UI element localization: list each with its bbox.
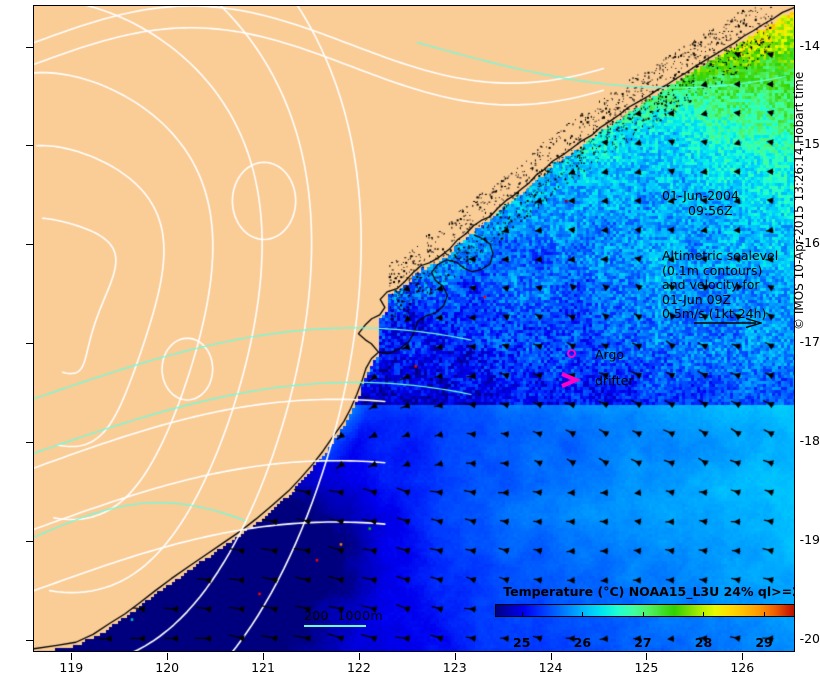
colorbar-tick-label: 25 [513,635,531,650]
y-tick [26,145,33,147]
y-tick [26,541,33,543]
x-tick-label: 121 [251,660,275,675]
velocity-reference-arrow [694,318,762,328]
date-stamp: 01-Jun-2004 09:56Z [662,188,739,218]
legend-label-argo: Argo [595,347,625,362]
y-tick-label: -18 [799,433,820,449]
colorbar: Temperature (°C) NOAA15_L3U 24% ql>=2 25… [478,584,795,650]
contour-and-vector-overlay [34,6,794,651]
colorbar-title: Temperature (°C) NOAA15_L3U 24% ql>=2 [503,584,795,599]
x-tick [167,653,169,660]
x-tick-label: 119 [59,660,84,675]
date-stamp-date: 01-Jun-2004 [662,188,739,203]
y-tick-label: -17 [799,334,820,350]
colorbar-tick-label: 28 [694,635,713,650]
altimetry-note: Altimetric sealevel (0.1m contours) and … [662,248,779,321]
x-tick-label: 122 [346,660,371,675]
map-plot-area[interactable]: 01-Jun-2004 09:56Z Altimetric sealevel (… [33,5,795,652]
symbol-legend: Argo drifter [561,344,681,396]
x-tick [263,653,265,660]
colorbar-tick [703,612,705,617]
y-tick-label: -15 [799,136,820,152]
x-tick-label: 126 [730,660,755,675]
x-tick [646,653,648,660]
date-stamp-time: 09:56Z [688,202,733,218]
y-tick-label: -16 [799,235,820,251]
credit-text: © IMOS 10-Apr-2015 13:26:14 Hobart time [792,71,806,330]
legend-label-drifter: drifter [595,373,634,388]
x-tick [71,653,73,660]
x-tick-label: 124 [538,660,563,675]
argo-circle-icon [567,349,576,358]
y-tick [26,442,33,444]
colorbar-tick [642,612,644,617]
y-tick-label: -19 [799,532,820,548]
x-tick-label: 120 [155,660,180,675]
colorbar-tick-label: 29 [755,635,773,650]
y-tick-label: -14 [799,37,820,53]
scale-bar-line [304,625,366,627]
x-tick-label: 125 [634,660,659,675]
x-tick [550,653,552,660]
colorbar-tick-label: 26 [573,635,592,650]
x-tick [358,653,360,660]
colorbar-ticks: 25 26 27 28 29 [495,612,795,650]
legend-item-argo: Argo [561,344,681,370]
y-tick-label: -20 [799,631,820,647]
x-tick [454,653,456,660]
y-tick [26,244,33,246]
y-tick [26,640,33,642]
scale-bar: 200 1000m [304,608,414,627]
colorbar-tick [521,612,523,617]
y-tick [26,343,33,345]
drifter-chevron-icon [561,372,582,388]
colorbar-tick [764,612,766,617]
colorbar-tick-label: 27 [634,635,652,650]
x-tick-label: 123 [442,660,467,675]
x-tick [742,653,744,660]
legend-item-drifter: drifter [561,370,681,396]
colorbar-gradient [494,604,794,617]
scale-bar-label: 200 1000m [304,608,383,623]
y-tick [26,46,33,48]
colorbar-tick [582,612,584,617]
